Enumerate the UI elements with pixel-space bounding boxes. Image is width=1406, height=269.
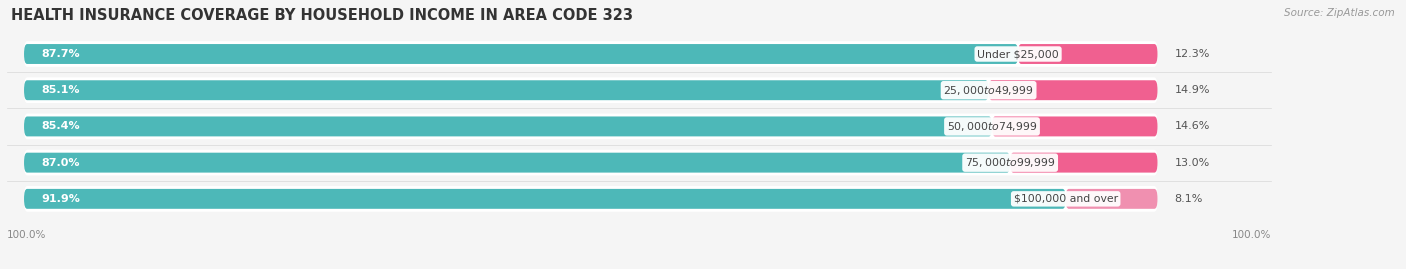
FancyBboxPatch shape bbox=[24, 41, 1157, 67]
Text: 85.1%: 85.1% bbox=[41, 85, 80, 95]
Text: $75,000 to $99,999: $75,000 to $99,999 bbox=[965, 156, 1056, 169]
Text: 100.0%: 100.0% bbox=[1232, 230, 1271, 240]
FancyBboxPatch shape bbox=[24, 189, 1066, 209]
Legend: With Coverage, Without Coverage: With Coverage, Without Coverage bbox=[527, 267, 773, 269]
Text: 100.0%: 100.0% bbox=[7, 230, 46, 240]
FancyBboxPatch shape bbox=[1010, 153, 1157, 173]
Text: HEALTH INSURANCE COVERAGE BY HOUSEHOLD INCOME IN AREA CODE 323: HEALTH INSURANCE COVERAGE BY HOUSEHOLD I… bbox=[11, 8, 633, 23]
Text: $100,000 and over: $100,000 and over bbox=[1014, 194, 1118, 204]
FancyBboxPatch shape bbox=[24, 116, 993, 136]
FancyBboxPatch shape bbox=[1066, 189, 1157, 209]
FancyBboxPatch shape bbox=[24, 114, 1157, 139]
Text: 87.7%: 87.7% bbox=[41, 49, 80, 59]
Text: $50,000 to $74,999: $50,000 to $74,999 bbox=[946, 120, 1038, 133]
FancyBboxPatch shape bbox=[988, 80, 1157, 100]
Text: Under $25,000: Under $25,000 bbox=[977, 49, 1059, 59]
Text: 91.9%: 91.9% bbox=[41, 194, 80, 204]
FancyBboxPatch shape bbox=[1018, 44, 1157, 64]
FancyBboxPatch shape bbox=[24, 150, 1157, 175]
FancyBboxPatch shape bbox=[24, 77, 1157, 103]
Text: 13.0%: 13.0% bbox=[1174, 158, 1209, 168]
Text: 8.1%: 8.1% bbox=[1174, 194, 1204, 204]
Text: Source: ZipAtlas.com: Source: ZipAtlas.com bbox=[1284, 8, 1395, 18]
Text: 14.9%: 14.9% bbox=[1174, 85, 1211, 95]
Text: 85.4%: 85.4% bbox=[41, 121, 80, 132]
Text: $25,000 to $49,999: $25,000 to $49,999 bbox=[943, 84, 1033, 97]
Text: 12.3%: 12.3% bbox=[1174, 49, 1211, 59]
FancyBboxPatch shape bbox=[24, 186, 1157, 212]
Text: 87.0%: 87.0% bbox=[41, 158, 80, 168]
FancyBboxPatch shape bbox=[24, 44, 1018, 64]
FancyBboxPatch shape bbox=[993, 116, 1157, 136]
Text: 14.6%: 14.6% bbox=[1174, 121, 1211, 132]
FancyBboxPatch shape bbox=[24, 153, 1010, 173]
FancyBboxPatch shape bbox=[24, 80, 988, 100]
